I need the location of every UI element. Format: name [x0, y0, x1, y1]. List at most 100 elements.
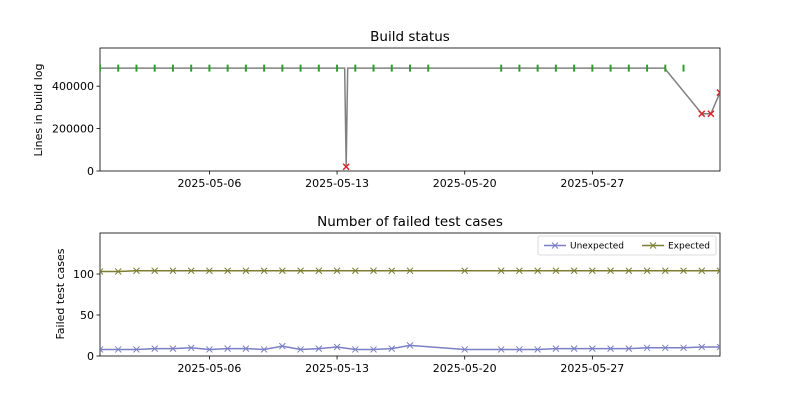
series-marker-expected	[388, 267, 396, 275]
series-marker-unexpected	[133, 346, 140, 353]
series-marker-expected	[151, 267, 159, 275]
series-marker-expected	[680, 267, 687, 275]
series-marker-expected	[698, 267, 706, 275]
series-marker-unexpected	[169, 345, 177, 352]
series-marker-unexpected	[698, 343, 706, 351]
y-tick-label: 200000	[52, 123, 94, 136]
chart-title: Number of failed test cases	[317, 214, 503, 230]
plot-area	[100, 64, 720, 171]
plot-frame	[99, 232, 721, 357]
series-marker-expected	[516, 267, 523, 275]
legend-swatch-marker	[649, 242, 657, 249]
failure-marker	[716, 89, 720, 97]
legend-box	[537, 235, 717, 256]
series-marker-unexpected	[552, 345, 560, 352]
series-marker-unexpected	[607, 345, 614, 352]
series-marker-unexpected	[206, 346, 213, 353]
y-tick-label: 50	[80, 309, 94, 322]
series-marker-expected	[114, 268, 122, 275]
series-marker-expected	[206, 267, 213, 275]
series-marker-unexpected	[315, 345, 323, 352]
x-tick-label: 2025-05-27	[560, 362, 624, 375]
series-marker-unexpected	[187, 344, 195, 352]
series-marker-unexpected	[224, 345, 232, 352]
series-marker-unexpected	[388, 345, 396, 352]
series-marker-expected	[588, 267, 596, 275]
series-marker-unexpected	[588, 345, 596, 352]
series-marker-expected	[716, 267, 720, 275]
x-tick-label: 2025-05-20	[433, 177, 497, 190]
series-marker-unexpected	[297, 346, 304, 353]
series-marker-expected	[370, 267, 377, 275]
plot-area	[100, 267, 720, 353]
legend-label: Expected	[668, 242, 710, 252]
series-marker-expected	[661, 267, 669, 275]
series-marker-unexpected	[406, 341, 414, 349]
y-tick-label: 0	[87, 350, 94, 363]
series-marker-unexpected	[100, 346, 104, 353]
series-line-unexpected	[100, 344, 720, 351]
x-tick-label: 2025-05-27	[560, 177, 624, 190]
series-marker-expected	[278, 267, 286, 275]
failed-tests-chart: Number of failed test cases Failed test …	[54, 214, 721, 375]
series-line-expected	[100, 269, 720, 273]
chart-title: Build status	[370, 29, 450, 45]
x-tick-label: 2025-05-13	[305, 362, 369, 375]
build-status-chart: Build status Lines in build log 2025-05-…	[32, 29, 721, 190]
series-marker-unexpected	[680, 344, 687, 352]
series-marker-unexpected	[716, 343, 720, 351]
series-marker-expected	[534, 267, 542, 275]
series-marker-expected	[224, 267, 232, 275]
series-marker-unexpected	[260, 346, 268, 353]
x-tick-label: 2025-05-06	[177, 362, 241, 375]
series-marker-unexpected	[114, 346, 122, 353]
series-marker-expected	[607, 267, 614, 275]
series-marker-expected	[100, 268, 104, 275]
failure-marker	[342, 163, 350, 171]
legend-swatch-marker	[551, 242, 559, 249]
series-marker-unexpected	[278, 342, 286, 350]
series-marker-expected	[315, 267, 323, 275]
series-marker-expected	[406, 267, 414, 275]
series-marker-expected	[187, 267, 195, 275]
y-axis-label: Failed test cases	[54, 248, 67, 339]
series-marker-expected	[260, 267, 268, 275]
series-marker-unexpected	[570, 345, 578, 352]
plot-frame	[99, 47, 721, 172]
series-marker-expected	[351, 267, 359, 275]
series-marker-unexpected	[370, 346, 377, 353]
y-tick-label: 400000	[52, 80, 94, 93]
series-marker-unexpected	[461, 346, 469, 353]
series-marker-expected	[552, 267, 560, 275]
y-tick-label: 100	[73, 268, 94, 281]
series-marker-unexpected	[625, 345, 633, 352]
series-marker-unexpected	[497, 346, 505, 353]
series-marker-expected	[570, 267, 578, 275]
series-marker-expected	[333, 267, 341, 275]
x-tick-label: 2025-05-20	[433, 362, 497, 375]
failure-marker	[707, 110, 715, 118]
series-marker-unexpected	[351, 346, 359, 353]
y-axis-label: Lines in build log	[32, 64, 45, 157]
series-marker-expected	[461, 267, 469, 275]
series-marker-unexpected	[643, 344, 651, 352]
legend: Unexpected Expected	[537, 235, 717, 256]
series-marker-unexpected	[151, 345, 159, 352]
x-tick-label: 2025-05-13	[305, 177, 369, 190]
series-marker-unexpected	[661, 344, 669, 352]
series-marker-expected	[643, 267, 651, 275]
series-marker-unexpected	[242, 345, 250, 352]
series-marker-expected	[242, 267, 250, 275]
x-tick-label: 2025-05-06	[177, 177, 241, 190]
failure-marker	[698, 110, 706, 118]
series-marker-expected	[169, 267, 177, 275]
y-tick-label: 0	[87, 165, 94, 178]
series-marker-expected	[133, 267, 140, 275]
series-marker-unexpected	[333, 343, 341, 351]
series-marker-unexpected	[516, 346, 523, 353]
series-marker-unexpected	[534, 346, 542, 353]
legend-label: Unexpected	[570, 242, 624, 252]
series-marker-expected	[497, 267, 505, 275]
